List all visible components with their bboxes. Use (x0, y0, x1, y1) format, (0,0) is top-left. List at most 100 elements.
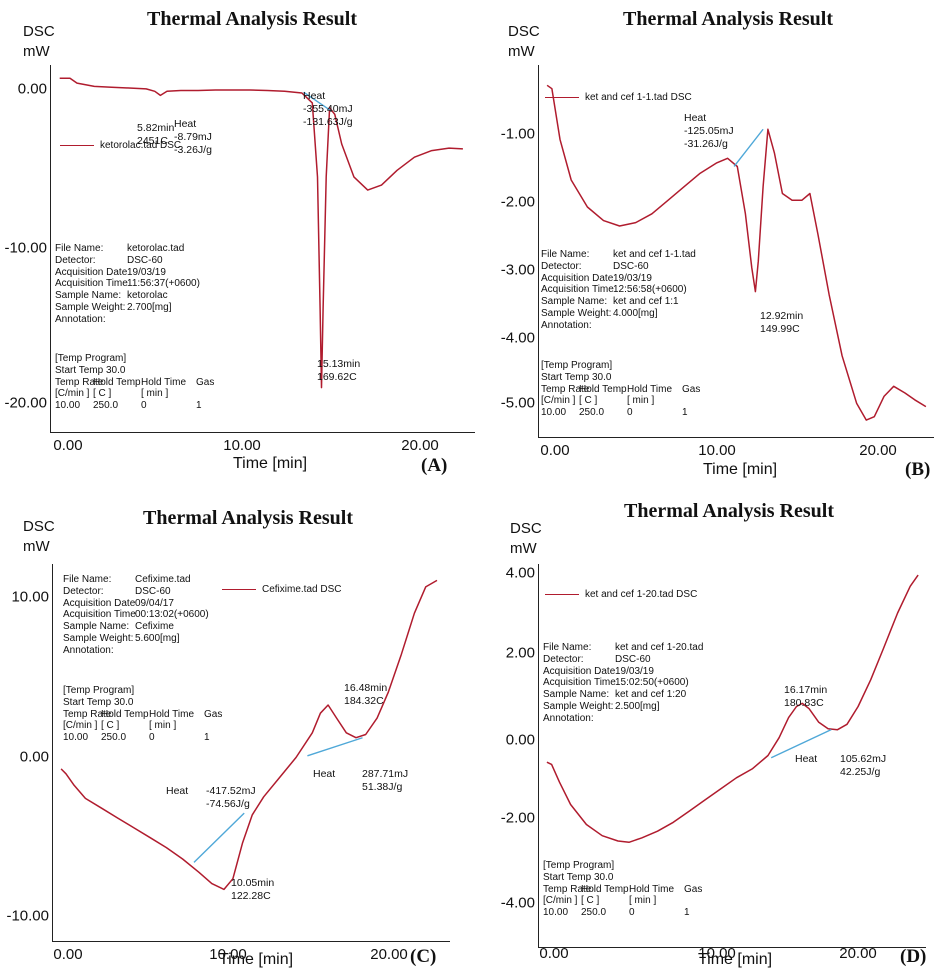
temp-program-cell: Gas (682, 383, 701, 395)
info-value: ket and cef 1:1 (613, 296, 679, 308)
y-tick-label: -20.00 (4, 394, 47, 412)
legend-swatch (222, 589, 256, 590)
temp-program-cell: 10.00 (63, 732, 89, 744)
plot-svg (59, 77, 463, 389)
info-value: ket and cef 1-1.tad (613, 249, 696, 260)
info-value: 4.000[mg] (613, 307, 658, 319)
info-row: Annotation: (63, 645, 209, 657)
temp-program-line: Start Temp 30.0 (541, 371, 612, 383)
temp-program-line: Start Temp 30.0 (55, 364, 126, 376)
temp-program-cell: Hold Time (627, 383, 673, 395)
x-tick-label: 20.00 (839, 945, 877, 962)
x-tick-label: 10.00 (223, 437, 261, 454)
temp-program-row: Temp RateHold TempHold Time Gas (63, 709, 222, 721)
panel-label: (B) (905, 459, 931, 480)
plot-svg (546, 84, 927, 421)
x-tick-label: 0.00 (540, 442, 570, 459)
temp-program-cell: [ C ] (581, 895, 600, 907)
temp-program-cell: 0 (627, 407, 633, 419)
x-axis-label: Time [min] (232, 455, 308, 472)
info-key: File Name: (63, 574, 112, 585)
temp-program-row: [C/min ][ C ] [ min ] (55, 388, 214, 400)
annotation-line: 184.32C (344, 695, 384, 707)
temp-program-line: Start Temp 30.0 (63, 696, 134, 708)
temp-program: [Temp Program] Start Temp 30.0 Temp RateHo… (541, 360, 700, 419)
info-row: Acquisition Date19/03/19 (541, 273, 696, 285)
info-row: Acquisition Date19/03/19 (55, 267, 200, 279)
temp-program-cell: 1 (682, 407, 688, 419)
info-key: Acquisition Date (541, 272, 614, 284)
temp-program-cell: 10.00 (55, 400, 81, 412)
y-tick-label: -4.00 (500, 329, 535, 347)
temp-program-row: 10.00 250.0 0 1 (543, 907, 702, 919)
info-key: File Name: (541, 249, 590, 260)
y-tick-label: 0.00 (19, 748, 49, 766)
temp-program-cell: [C/min ] (543, 895, 578, 907)
legend-swatch (545, 97, 579, 98)
info-key: Acquisition Time (541, 284, 614, 296)
panel-label: (A) (421, 455, 448, 476)
legend: ketorolac.tad DSC (60, 140, 181, 151)
peak-annotation: 12.92min 149.99C (760, 310, 803, 336)
temp-program-cell: [ min ] (141, 388, 169, 400)
peak-annotation: 16.48min 184.32C (344, 682, 387, 708)
y-tick-label: -10.00 (6, 907, 49, 925)
temp-program-line: Start Temp 30.0 (543, 871, 614, 883)
annotation-line: 169.62C (317, 371, 357, 383)
info-row: Annotation: (55, 314, 200, 326)
temp-program: [Temp Program] Start Temp 30.0 Temp RateHo… (55, 353, 214, 412)
info-value: 19/03/19 (613, 272, 652, 284)
info-key: Sample Name: (55, 290, 122, 302)
legend-label: ket and cef 1-20.tad DSC (585, 589, 698, 600)
y-axis-label: DSC mW (508, 23, 540, 60)
info-key: Detector: (63, 585, 104, 597)
annotation-line: 51.38J/g (362, 781, 403, 793)
chart-title: Thermal Analysis Result (623, 500, 835, 522)
annotation-line: Heat (795, 753, 818, 765)
temp-program-row: 10.00 250.0 0 1 (63, 732, 222, 744)
y-tick-label: 10.00 (11, 588, 49, 606)
info-key: Annotation: (55, 313, 106, 325)
temp-program-line: [Temp Program] (55, 353, 127, 364)
temp-program-cell: Temp Rate (541, 383, 590, 395)
info-value: DSC-60 (613, 260, 649, 272)
temp-program: [Temp Program] Start Temp 30.0 Temp RateHo… (63, 685, 222, 744)
temp-program-cell: [C/min ] (541, 395, 576, 407)
temp-program-cell: 1 (204, 732, 210, 744)
y-tick-label: -3.00 (500, 261, 535, 279)
temp-program-cell: 10.00 (541, 407, 567, 419)
temp-program-cell: Hold Temp (579, 383, 627, 395)
temp-program-cell: [ C ] (93, 388, 112, 400)
annotation-line: 42.25J/g (840, 766, 881, 778)
dsc-curve (546, 574, 919, 844)
y-tick-label: -2.00 (500, 809, 535, 827)
temp-program-cell: 250.0 (579, 407, 605, 419)
temp-program-line: [Temp Program] (63, 685, 135, 696)
temp-program-row: [C/min ][ C ] [ min ] (63, 720, 222, 732)
annotation-line: -8.79mJ (174, 131, 212, 143)
legend-label: ketorolac.tad DSC (100, 140, 182, 151)
info-key: Annotation: (543, 712, 594, 724)
annotation-line: 105.62mJ (840, 753, 887, 765)
info-value: DSC-60 (615, 653, 651, 665)
info-row: Sample Weight: 2.500[mg] (543, 701, 703, 713)
legend: ket and cef 1-1.tad DSC (545, 92, 692, 103)
x-tick-label: 20.00 (859, 442, 897, 459)
y-axis-label: DSC mW (510, 520, 542, 557)
temp-program-cell: [ C ] (579, 395, 598, 407)
heat-annotation: Heat -355.40mJ -131.63J/g (303, 90, 353, 129)
temp-program-cell: 1 (684, 907, 690, 919)
info-row: Annotation: (543, 713, 703, 725)
info-value: ketorolac.tad (127, 243, 185, 254)
file-info: File Name: Cefixime.tad Detector: DSC-60 Acq… (63, 574, 209, 657)
plot-area (50, 65, 475, 433)
panel-label: (D) (900, 946, 927, 967)
temp-program-row: [C/min ][ C ] [ min ] (543, 895, 702, 907)
temp-program-cell: 0 (629, 907, 635, 919)
info-row: Acquisition Time15:02:50(+0600) (543, 677, 703, 689)
temp-program-cell: [ min ] (149, 720, 177, 732)
temp-program-row: Temp RateHold TempHold Time Gas (55, 377, 214, 389)
temp-program-cell: [ C ] (101, 720, 120, 732)
chart-title: Thermal Analysis Result (146, 8, 358, 30)
info-value: 12:56:58(+0600) (613, 284, 687, 296)
